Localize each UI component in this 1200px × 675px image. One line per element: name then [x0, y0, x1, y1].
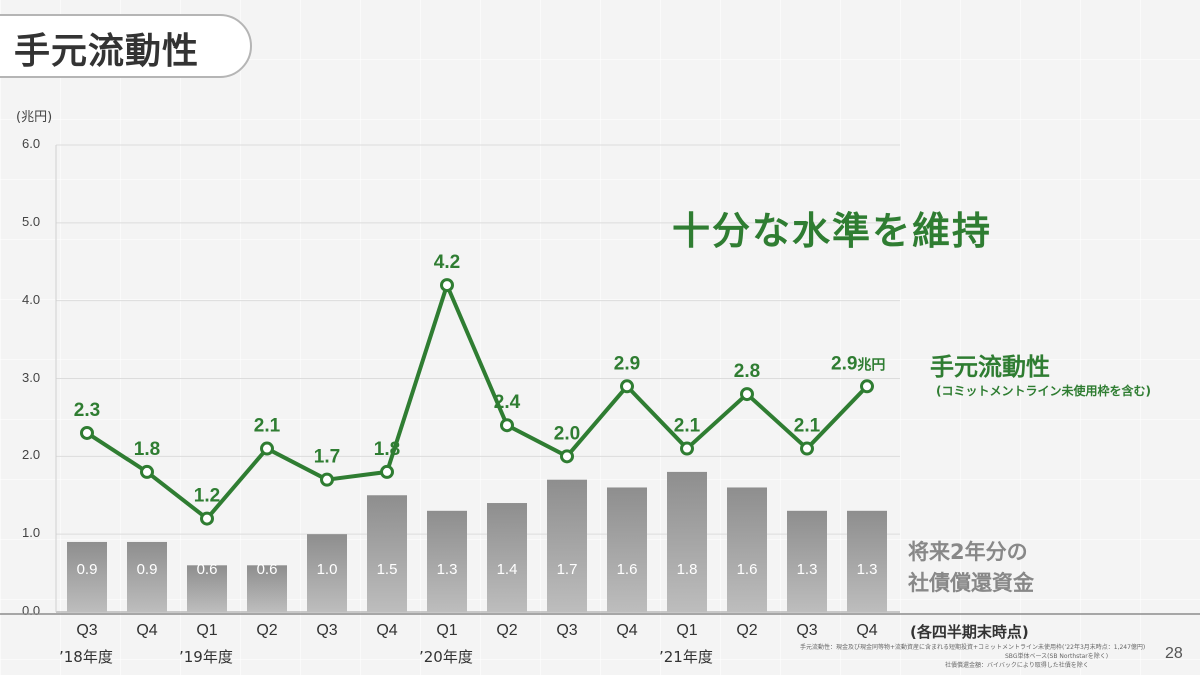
bar — [847, 510, 887, 612]
line-value-label: 2.9兆円 — [831, 353, 885, 374]
page-number: 28 — [1165, 645, 1183, 662]
x-quarter-label: Q4 — [136, 622, 158, 639]
bar-value-label: 1.5 — [377, 561, 398, 578]
bar-value-label: 1.8 — [677, 561, 698, 578]
bar — [727, 487, 767, 612]
line-value-label: 2.1 — [674, 416, 701, 437]
y-tick-label: 1.0 — [22, 525, 41, 541]
line-point — [380, 464, 394, 479]
bar — [547, 479, 587, 612]
axis-note: (各四半期末時点) — [910, 623, 1029, 641]
bar — [667, 471, 707, 612]
line-point — [500, 418, 514, 433]
x-quarter-label: Q1 — [676, 622, 698, 639]
line-point — [680, 441, 694, 456]
bar-value-label: 0.6 — [257, 561, 278, 578]
line-point — [80, 425, 94, 440]
bar-value-label: 1.0 — [317, 561, 338, 578]
bar-value-label: 1.4 — [497, 561, 518, 578]
line-point — [800, 441, 814, 456]
line-point — [860, 379, 874, 394]
line-value-label: 1.8 — [374, 439, 400, 460]
x-quarter-label: Q3 — [76, 622, 98, 639]
callout-text: 十分な水準を維持 — [672, 209, 993, 253]
x-quarter-label: Q1 — [196, 622, 218, 639]
line-value-label: 1.8 — [134, 439, 160, 460]
bar-value-label: 1.7 — [557, 561, 578, 578]
bar — [607, 487, 647, 612]
line-point — [620, 379, 634, 394]
line-point — [320, 472, 334, 487]
x-quarter-label: Q2 — [256, 622, 278, 639]
line-value-label: 2.4 — [494, 392, 521, 413]
x-quarter-label: Q2 — [736, 622, 758, 639]
y-tick-label: 3.0 — [22, 369, 41, 385]
x-quarter-label: Q3 — [316, 622, 338, 639]
bar — [427, 510, 467, 612]
y-tick-label: 6.0 — [22, 136, 41, 151]
x-quarter-label: Q2 — [496, 622, 518, 639]
line-point — [560, 449, 574, 464]
x-year-label: ’21年度 — [659, 648, 713, 666]
bar — [127, 541, 167, 612]
x-quarter-label: Q4 — [616, 622, 638, 639]
x-quarter-label: Q3 — [796, 622, 818, 639]
line-point — [200, 511, 214, 526]
line-point — [740, 387, 754, 402]
bar-value-label: 1.3 — [797, 561, 818, 578]
x-year-label: ’19年度 — [179, 648, 233, 666]
x-quarter-label: Q1 — [436, 622, 458, 639]
bar — [787, 510, 827, 612]
title-box — [0, 14, 252, 78]
bar-value-label: 0.6 — [197, 561, 218, 578]
y-tick-label: 4.0 — [22, 291, 41, 307]
bar — [247, 565, 287, 612]
bar — [487, 503, 527, 612]
x-quarter-label: Q4 — [856, 622, 878, 639]
x-year-label: ’18年度 — [59, 648, 113, 666]
page-title: 手元流動性 — [14, 31, 200, 72]
bar-value-label: 1.3 — [437, 561, 458, 578]
line-value-label: 2.1 — [254, 416, 281, 437]
bar-value-label: 1.6 — [737, 561, 758, 578]
line-value-unit: 兆円 — [857, 356, 885, 372]
liquidity-line — [85, 283, 869, 521]
line-value-label: 4.2 — [434, 252, 460, 273]
footnote-3: 社債償還金額：バイバックにより取得した社債を除く — [945, 662, 1089, 669]
x-year-label: ’20年度 — [419, 648, 473, 666]
bar — [367, 495, 407, 612]
line-point — [440, 278, 454, 293]
bar-legend-label-2: 社債償還資金 — [908, 571, 1034, 595]
line-value-label: 2.8 — [734, 361, 760, 382]
line-value-label: 2.1 — [794, 416, 821, 437]
x-quarter-label: Q3 — [556, 622, 578, 639]
line-value-label: 2.0 — [554, 423, 580, 444]
bar-legend-label-1: 将来2年分の — [908, 540, 1028, 564]
bar-value-label: 0.9 — [137, 561, 158, 578]
y-tick-label: 2.0 — [22, 447, 41, 463]
bar — [67, 541, 107, 612]
bar-value-label: 0.9 — [77, 561, 98, 578]
line-value-label: 1.2 — [194, 486, 220, 507]
footnote-1: 手元流動性：現金及び現金同等物+流動資産に含まれる短期投資+コミットメントライン… — [800, 644, 1146, 651]
bar — [187, 565, 227, 612]
y-tick-label: 5.0 — [22, 213, 41, 229]
line-point — [140, 464, 154, 479]
bar-value-label: 1.6 — [617, 561, 638, 578]
bar-value-label: 1.3 — [857, 561, 878, 578]
line-legend-label: 手元流動性 — [930, 353, 1050, 381]
bar — [307, 534, 347, 612]
line-legend-note: (コミットメントライン未使用枠を含む) — [936, 384, 1151, 398]
x-quarter-label: Q4 — [376, 622, 398, 639]
line-value-label: 1.7 — [314, 447, 340, 468]
footnote-2: SBG単体ベース(SB Northstarを除く) — [1005, 653, 1109, 660]
line-value-label: 2.9 — [614, 353, 640, 374]
y-axis-unit: (兆円) — [16, 110, 53, 125]
line-point — [260, 441, 274, 456]
line-value-label: 2.3 — [74, 400, 100, 421]
